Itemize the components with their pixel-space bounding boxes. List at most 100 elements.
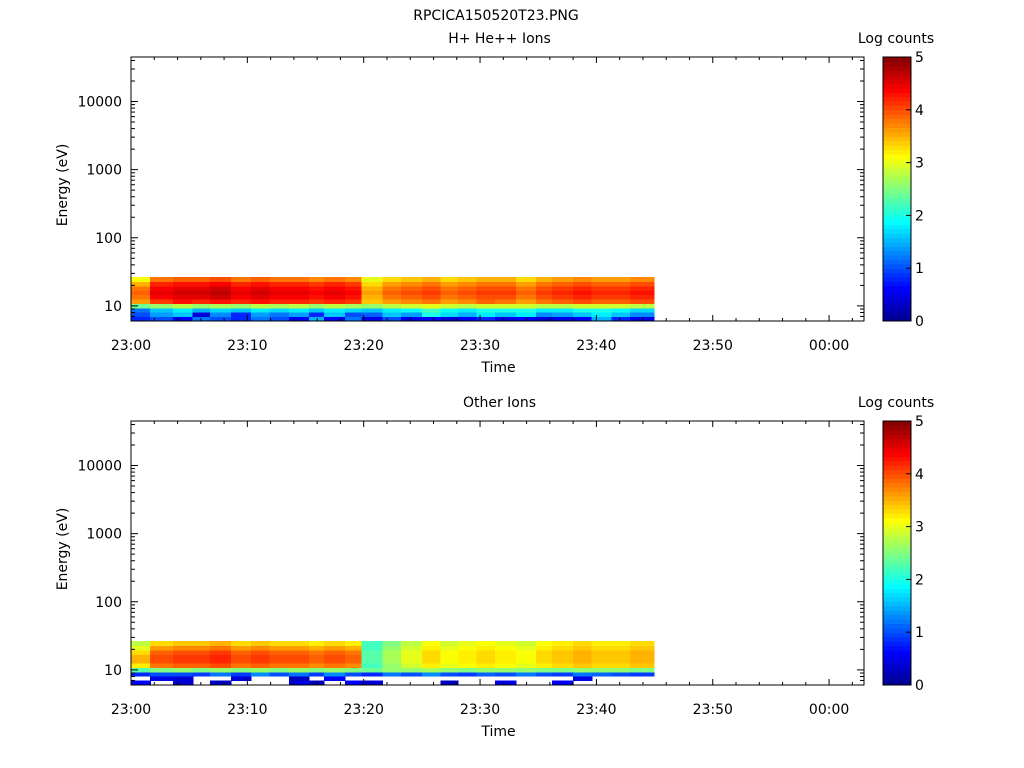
- heatmap-cell: [535, 290, 553, 296]
- heatmap-cell: [192, 316, 211, 322]
- heatmap-cell: [421, 671, 442, 677]
- colorbar-step: [883, 460, 911, 466]
- heatmap-cell: [611, 662, 631, 668]
- heatmap-cell: [172, 671, 194, 677]
- heatmap-cell: [210, 281, 232, 287]
- heatmap-cell: [345, 654, 362, 660]
- heatmap-cell: [172, 281, 194, 287]
- colorbar-label: Log counts: [858, 395, 934, 411]
- heatmap-cell: [516, 658, 537, 664]
- heatmap-cell: [535, 667, 553, 673]
- heatmap-cell: [131, 312, 151, 318]
- heatmap-cell: [210, 316, 232, 322]
- heatmap-cell: [630, 671, 655, 677]
- heatmap-cell: [131, 316, 151, 322]
- heatmap-cell: [289, 676, 310, 682]
- x-tick-label: 23:10: [227, 702, 267, 718]
- heatmap-cell: [400, 303, 423, 309]
- heatmap-cell: [611, 281, 631, 287]
- heatmap-cell: [440, 285, 459, 291]
- heatmap-cell: [324, 294, 346, 300]
- heatmap-cell: [476, 303, 496, 309]
- heatmap-cell: [250, 654, 271, 660]
- heatmap-cell: [172, 285, 194, 291]
- colorbar-step: [883, 434, 911, 440]
- heatmap-cell: [400, 276, 423, 282]
- y-tick-label: 10000: [77, 459, 122, 475]
- heatmap-cell: [269, 276, 290, 282]
- heatmap-cell: [269, 316, 290, 322]
- heatmap-cell: [516, 671, 537, 677]
- heatmap-cell: [210, 667, 232, 673]
- colorbar-step: [883, 241, 911, 247]
- heatmap-cell: [573, 667, 593, 673]
- heatmap-cell: [400, 285, 423, 291]
- heatmap-cell: [552, 640, 574, 646]
- heatmap-cell: [172, 276, 194, 282]
- heatmap-cell: [611, 654, 631, 660]
- heatmap-cell: [269, 290, 290, 296]
- heatmap-cell: [516, 645, 537, 651]
- heatmap-cell: [440, 316, 459, 322]
- colorbar-step: [883, 167, 911, 172]
- heatmap-cell: [552, 307, 574, 313]
- heatmap-cell: [250, 312, 271, 318]
- heatmap-cell: [457, 671, 478, 677]
- heatmap-cell: [345, 294, 362, 300]
- heatmap-cell: [630, 285, 655, 291]
- heatmap-cell: [150, 298, 174, 304]
- heatmap-cell: [630, 658, 655, 664]
- heatmap-cell: [324, 316, 346, 322]
- heatmap-cell: [552, 658, 574, 664]
- heatmap-cell: [361, 316, 383, 322]
- heatmap-cell: [382, 671, 402, 677]
- heatmap-cell: [611, 312, 631, 318]
- heatmap-cell: [535, 662, 553, 668]
- heatmap-cell: [309, 307, 325, 313]
- colorbar-step: [883, 259, 911, 265]
- heatmap-cell: [324, 307, 346, 313]
- colorbar-step: [883, 570, 911, 576]
- heatmap-cell: [210, 645, 232, 651]
- colorbar-step: [883, 233, 911, 238]
- heatmap-cell: [231, 298, 252, 304]
- colorbar-step: [883, 623, 911, 629]
- heatmap-cell: [269, 640, 290, 646]
- heatmap-cell: [573, 312, 593, 318]
- colorbar-step: [883, 627, 911, 633]
- heatmap-cell: [591, 316, 613, 322]
- colorbar-step: [883, 206, 911, 212]
- heatmap-cell: [440, 298, 459, 304]
- heatmap-cell: [573, 649, 593, 655]
- heatmap-cell: [573, 281, 593, 287]
- colorbar-step: [883, 294, 911, 300]
- heatmap-cell: [591, 281, 613, 287]
- colorbar-step: [883, 277, 911, 282]
- heatmap-cell: [457, 290, 478, 296]
- heatmap-cell: [457, 294, 478, 300]
- panels: 23:00 23:10 23:20 23:30 23:40 23:50 00:0010100…: [55, 31, 934, 740]
- heatmap-cell: [476, 649, 496, 655]
- heatmap-cell: [630, 276, 655, 282]
- heatmap-cell: [131, 640, 151, 646]
- heatmap-cell: [131, 649, 151, 655]
- heatmap-cell: [573, 303, 593, 309]
- heatmap-cell: [573, 298, 593, 304]
- heatmap-cell: [573, 640, 593, 646]
- heatmap-cell: [324, 676, 346, 682]
- colorbar-step: [883, 316, 911, 322]
- heatmap-cell: [309, 290, 325, 296]
- heatmap-cell: [172, 662, 194, 668]
- heatmap-cell: [630, 281, 655, 287]
- heatmap-cell: [210, 294, 232, 300]
- heatmap-cell: [172, 294, 194, 300]
- heatmap-cell: [573, 307, 593, 313]
- heatmap-cell: [192, 294, 211, 300]
- colorbar-step: [883, 495, 911, 501]
- heatmap-cell: [476, 312, 496, 318]
- colorbar-step: [883, 312, 911, 318]
- heatmap-cell: [440, 640, 459, 646]
- y-tick-label: 100: [95, 595, 122, 611]
- heatmap-cell: [309, 640, 325, 646]
